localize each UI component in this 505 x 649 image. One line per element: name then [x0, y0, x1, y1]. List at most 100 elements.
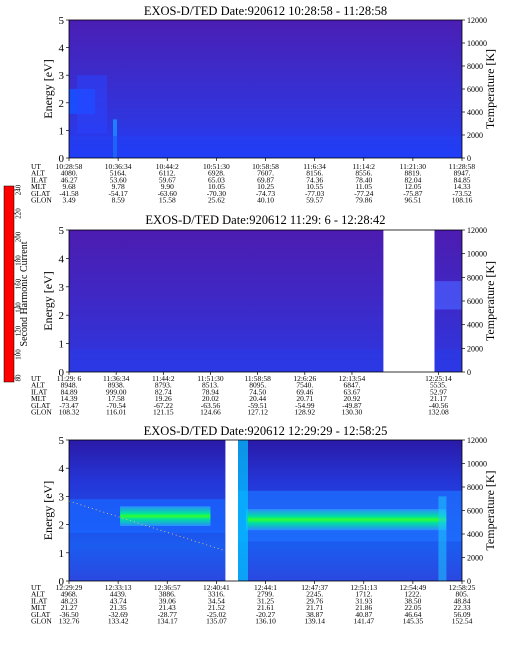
orbit-cell: -49.87: [342, 401, 362, 410]
spectrogram-band: [77, 75, 107, 134]
y-tick-label: 5: [59, 225, 65, 237]
orbit-cell: 8938.: [108, 381, 125, 390]
orbit-row-label: ALT: [31, 169, 45, 178]
orbit-cell: 7607.: [257, 169, 274, 178]
data-gap: [225, 440, 238, 581]
orbit-cell: 46.64: [404, 610, 421, 619]
orbit-row-label: GLAT: [31, 189, 51, 198]
orbit-row-label: GLAT: [31, 610, 51, 619]
orbit-cell: 59.67: [159, 175, 176, 184]
colorbar-tick-label: 200: [15, 231, 23, 242]
y-right-tick-label: 10000: [467, 39, 487, 48]
orbit-cell: 11.05: [355, 182, 372, 191]
spectrogram-image: [68, 440, 462, 581]
orbit-cell: 8156.: [306, 169, 323, 178]
y-tick-label: 1: [59, 548, 65, 560]
panel-title: EXOS-D/TED Date:920612 12:29:29 - 12:58:…: [144, 424, 388, 438]
spectrogram-spike: [237, 440, 248, 581]
orbit-cell: 6928.: [208, 169, 225, 178]
colorbar-tick-label: 80: [15, 374, 23, 382]
orbit-table: UTALTILATMLTGLATGLON10:28:584080.46.279.…: [31, 158, 475, 205]
orbit-cell: 31.25: [257, 596, 274, 605]
y-right-tick-label: 6000: [467, 297, 483, 306]
y-right-tick-label: 12000: [467, 436, 487, 445]
orbit-cell: 5535.: [430, 381, 447, 390]
orbit-cell: 14.33: [454, 182, 471, 191]
orbit-cell: 8513.: [202, 381, 219, 390]
y-right-tick-label: 2000: [467, 344, 483, 353]
orbit-cell: 134.17: [157, 617, 178, 626]
orbit-cell: 20.44: [249, 394, 266, 403]
orbit-cell: 63.67: [344, 387, 361, 396]
y-right-tick-label: 4000: [467, 530, 483, 539]
orbit-cell: 40.87: [355, 610, 372, 619]
orbit-cell: 805.: [455, 590, 468, 599]
orbit-cell: 10:44:2: [156, 162, 179, 171]
spectrogram-panel: EXOS-D/TED Date:920612 12:29:29 - 12:58:…: [31, 424, 497, 626]
orbit-cell: 10:36:34: [105, 162, 132, 171]
orbit-cell: -59.51: [248, 401, 268, 410]
orbit-cell: 21.61: [257, 603, 274, 612]
orbit-cell: 12:13:54: [339, 374, 366, 383]
orbit-row-label: ILAT: [31, 387, 48, 396]
orbit-cell: 20.71: [296, 394, 313, 403]
orbit-cell: 999.00: [106, 387, 127, 396]
y-right-tick-label: 12000: [467, 16, 487, 25]
y-right-axis-label: Temperature [K]: [483, 49, 497, 129]
orbit-cell: 12:47:37: [301, 583, 328, 592]
orbit-cell: 9.68: [62, 182, 75, 191]
y-tick-label: 0: [59, 153, 65, 165]
orbit-cell: 11:44:2: [152, 374, 175, 383]
orbit-cell: 12:54:49: [400, 583, 427, 592]
y-tick-label: 1: [59, 339, 65, 351]
orbit-cell: 132.08: [428, 408, 449, 417]
orbit-row-label: ALT: [31, 381, 45, 390]
y-tick-label: 3: [59, 70, 65, 82]
colorbar-tick-label: 180: [15, 255, 23, 266]
orbit-cell: 3316.: [208, 590, 225, 599]
orbit-cell: -67.22: [154, 401, 174, 410]
orbit-cell: 25.62: [208, 196, 225, 205]
orbit-cell: -70.54: [106, 401, 126, 410]
orbit-cell: 17.58: [108, 394, 125, 403]
orbit-row-label: ILAT: [31, 596, 48, 605]
orbit-cell: 15.58: [159, 196, 176, 205]
orbit-cell: 121.15: [153, 408, 174, 417]
orbit-cell: -63.60: [158, 189, 178, 198]
orbit-cell: 74.50: [249, 387, 266, 396]
orbit-cell: -28.77: [158, 610, 178, 619]
orbit-cell: 8793.: [155, 381, 172, 390]
orbit-cell: 78.94: [202, 387, 219, 396]
orbit-cell: 108.16: [452, 196, 473, 205]
orbit-cell: 10:58:58: [252, 162, 279, 171]
orbit-cell: 12:29:29: [56, 583, 83, 592]
orbit-cell: -25.02: [207, 610, 227, 619]
orbit-cell: 8819.: [404, 169, 421, 178]
orbit-cell: 12:44:1: [254, 583, 277, 592]
orbit-cell: 8.59: [112, 196, 125, 205]
orbit-cell: 82.04: [404, 175, 421, 184]
orbit-cell: 11:51:30: [197, 374, 224, 383]
panel-title: EXOS-D/TED Date:920612 10:28:58 - 11:28:…: [144, 4, 387, 18]
orbit-cell: 9.90: [161, 182, 174, 191]
y-right-tick-label: 12000: [467, 226, 487, 235]
spectrogram-panel: EXOS-D/TED Date:920612 10:28:58 - 11:28:…: [31, 4, 497, 205]
orbit-cell: 22.33: [454, 603, 471, 612]
spectrogram-band: [434, 281, 462, 310]
orbit-cell: -20.27: [256, 610, 276, 619]
y-axis-label: Energy [eV]: [41, 271, 55, 330]
orbit-cell: 38.50: [404, 596, 421, 605]
orbit-cell: 3.49: [62, 196, 75, 205]
orbit-cell: 4080.: [61, 169, 78, 178]
orbit-cell: 8095.: [249, 381, 266, 390]
orbit-cell: 12:58:25: [449, 583, 476, 592]
orbit-cell: 8947.: [454, 169, 471, 178]
orbit-cell: 127.12: [247, 408, 268, 417]
orbit-cell: 10.05: [208, 182, 225, 191]
y-tick-label: 2: [59, 310, 65, 322]
orbit-cell: -73.52: [452, 189, 472, 198]
y-tick-label: 0: [59, 576, 65, 588]
orbit-cell: 21.86: [355, 603, 372, 612]
y-right-tick-label: 6000: [467, 507, 483, 516]
orbit-cell: 8556.: [355, 169, 372, 178]
